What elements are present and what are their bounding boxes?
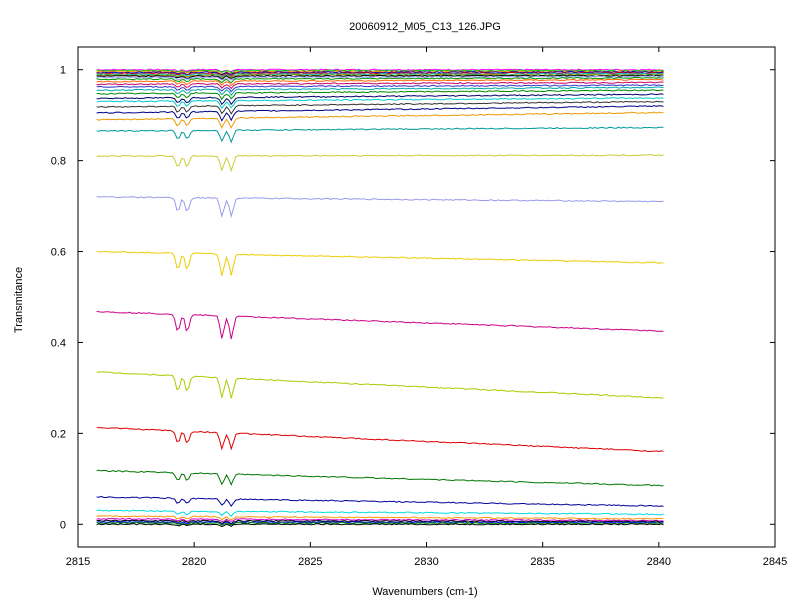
x-tick-label: 2815 (66, 556, 90, 568)
x-tick-label: 2825 (298, 556, 322, 568)
series-line (96, 154, 664, 173)
chart-title: 20060912_M05_C13_126.JPG (349, 21, 501, 33)
series-line (96, 100, 664, 115)
x-tick-label: 2840 (647, 556, 671, 568)
series-line (96, 71, 664, 77)
series-line (96, 495, 664, 507)
x-axis-ticks: 2815 2820 2825 2830 2835 2840 2845 (66, 47, 787, 568)
series-line (96, 77, 664, 84)
x-tick-label: 2820 (182, 556, 206, 568)
series-line (96, 75, 664, 81)
y-tick-label: 0.2 (51, 428, 66, 440)
series-line (96, 426, 664, 453)
series-line (96, 68, 664, 73)
x-tick-label: 2830 (414, 556, 438, 568)
y-tick-label: 0 (60, 519, 66, 531)
series-line (96, 521, 664, 526)
series-line (96, 78, 664, 87)
y-axis-ticks: 0 0.2 0.4 0.6 0.8 1 (51, 65, 775, 531)
y-tick-label: 0.4 (51, 337, 66, 349)
series-line (96, 519, 664, 525)
x-tick-label: 2845 (763, 556, 787, 568)
y-tick-label: 0.6 (51, 247, 66, 259)
series-line (96, 111, 664, 129)
series-line (96, 93, 664, 106)
series-line (96, 126, 664, 144)
series-line (96, 250, 664, 276)
x-tick-label: 2835 (530, 556, 554, 568)
y-tick-label: 0.8 (51, 156, 66, 168)
series-line (96, 70, 664, 76)
series-line (96, 509, 664, 517)
series-line (96, 517, 664, 522)
series-line (96, 74, 664, 81)
x-axis-label: Wavenumbers (cm-1) (372, 586, 477, 598)
series-line (96, 72, 664, 78)
series-line (96, 105, 664, 122)
y-tick-label: 1 (60, 65, 66, 77)
y-axis-label: Transmitance (13, 267, 25, 333)
series-line (96, 97, 664, 110)
series-line (96, 86, 664, 97)
series-group (96, 68, 664, 528)
series-line (96, 523, 664, 528)
series-line (96, 469, 664, 487)
series-line (96, 84, 664, 93)
series-line (96, 89, 664, 101)
series-line (96, 515, 664, 521)
series-line (96, 73, 664, 79)
series-line (96, 371, 664, 399)
series-line (96, 196, 664, 219)
plot-area-frame (77, 46, 776, 548)
series-line (96, 81, 664, 90)
series-line (96, 310, 664, 340)
